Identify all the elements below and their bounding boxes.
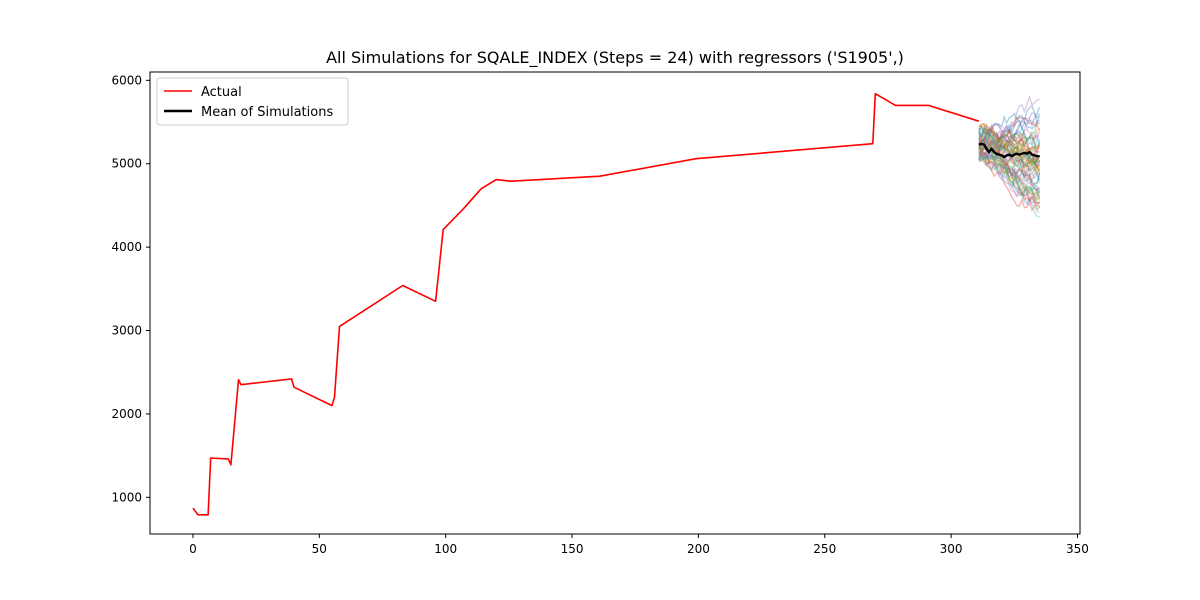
y-tick-label: 6000 [111, 73, 142, 87]
simulation-line [978, 128, 1040, 173]
x-tick-label: 200 [687, 542, 710, 556]
legend-label-actual: Actual [201, 85, 242, 100]
simulation-line [978, 137, 1041, 212]
simulation-line [978, 122, 1041, 163]
mean-series-line [978, 142, 1040, 159]
x-tick-label: 150 [561, 542, 584, 556]
simulation-line [978, 144, 1041, 207]
legend-label-mean: Mean of Simulations [201, 105, 333, 120]
simulation-line [978, 137, 1041, 155]
y-tick-label: 2000 [111, 407, 142, 421]
simulation-line [978, 130, 1040, 180]
series-lines [192, 92, 1040, 516]
simulation-line [978, 139, 1041, 180]
simulation-line [978, 119, 1040, 147]
x-axis: 0 50 100 150 200 250 300 350 [189, 534, 1089, 556]
simulation-line [978, 136, 1040, 205]
simulation-line [978, 152, 1041, 187]
simulation-line [978, 143, 1041, 197]
simulation-line [978, 142, 1041, 170]
simulation-line [978, 152, 1041, 199]
simulation-line [978, 150, 1041, 212]
simulation-line [978, 132, 1040, 214]
simulation-line [978, 149, 1041, 191]
simulation-line [978, 139, 1041, 168]
simulation-line [978, 133, 1041, 165]
x-tick-label: 350 [1066, 542, 1089, 556]
legend-box [156, 77, 349, 126]
simulation-line [978, 124, 1041, 197]
simulation-line [978, 150, 1041, 185]
simulation-line [978, 120, 1040, 151]
simulation-line [978, 95, 1040, 138]
y-axis: 1000 2000 3000 4000 5000 6000 [111, 73, 150, 504]
simulation-line [978, 128, 1041, 168]
x-tick-label: 0 [189, 542, 197, 556]
chart-title: All Simulations for SQALE_INDEX (Steps =… [326, 48, 904, 68]
simulation-line [978, 134, 1041, 170]
simulation-line [978, 116, 1041, 142]
y-tick-label: 3000 [111, 324, 142, 338]
simulation-line [978, 106, 1041, 138]
x-tick-label: 250 [813, 542, 836, 556]
x-tick-label: 50 [312, 542, 327, 556]
simulation-line [978, 154, 1040, 202]
simulation-line [978, 112, 1040, 163]
simulation-line [978, 135, 1041, 171]
simulation-line [978, 152, 1041, 204]
simulation-line [978, 136, 1041, 196]
simulation-line [978, 131, 1041, 172]
simulation-line [978, 144, 1040, 173]
simulation-line [978, 138, 1040, 169]
simulation-line [978, 132, 1041, 155]
x-tick-label: 100 [434, 542, 457, 556]
simulation-line [978, 123, 1040, 159]
simulation-line [978, 152, 1040, 204]
x-tick-label: 300 [940, 542, 963, 556]
legend: Actual Mean of Simulations [156, 77, 349, 126]
plot-frame [149, 71, 1081, 535]
y-tick-label: 5000 [111, 157, 142, 171]
simulation-line [978, 122, 1041, 150]
simulation-line [978, 151, 1041, 200]
simulation-line [978, 119, 1041, 146]
simulation-line [978, 104, 1041, 162]
simulation-line [978, 126, 1040, 165]
simulation-line [978, 122, 1041, 198]
simulation-line [978, 152, 1040, 175]
simulation-line [978, 132, 1041, 152]
simulation-line [978, 115, 1041, 146]
y-tick-label: 4000 [111, 240, 142, 254]
simulation-line [978, 125, 1041, 184]
simulation-line [978, 152, 1040, 218]
simulation-line [978, 127, 1041, 156]
actual-series-line [192, 92, 980, 516]
simulation-line [978, 136, 1041, 184]
simulation-line [978, 123, 1041, 143]
simulation-line [978, 150, 1041, 172]
y-tick-label: 1000 [111, 490, 142, 504]
simulation-line [978, 138, 1040, 204]
